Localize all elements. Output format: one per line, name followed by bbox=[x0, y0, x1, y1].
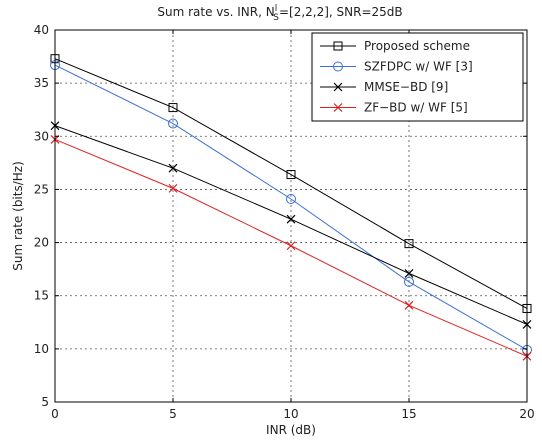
series-line bbox=[54, 58, 528, 309]
legend: Proposed scheme SZFDPC w/ WF [3] MMSE−BD [… bbox=[311, 32, 524, 122]
legend-marker bbox=[333, 103, 343, 112]
legend-entry: ZF−BD w/ WF [5] bbox=[320, 101, 468, 115]
x-tick-label: 15 bbox=[401, 407, 416, 421]
data-point bbox=[168, 163, 178, 173]
y-tick-label: 30 bbox=[34, 129, 49, 143]
data-point bbox=[404, 268, 414, 278]
chart-title: Sum rate vs. INR, Nl S=[2,2,2], SNR=25dB bbox=[157, 4, 402, 23]
legend-label: Proposed scheme bbox=[364, 39, 470, 53]
legend-label: SZFDPC w/ WF [3] bbox=[364, 60, 473, 74]
chart-title-subscript: S bbox=[273, 13, 279, 23]
y-axis-label: Sum rate (bits/Hz) bbox=[11, 161, 25, 271]
series-layer bbox=[50, 54, 532, 361]
data-point bbox=[404, 239, 414, 249]
y-tick-label: 5 bbox=[41, 395, 49, 409]
data-point bbox=[168, 103, 178, 113]
x-tick-label: 20 bbox=[519, 407, 534, 421]
y-tick-label: 15 bbox=[34, 289, 49, 303]
legend-marker bbox=[333, 41, 343, 51]
legend-label: ZF−BD w/ WF [5] bbox=[364, 101, 468, 115]
grid bbox=[55, 30, 527, 402]
data-point bbox=[168, 118, 178, 129]
legend-entry: Proposed scheme bbox=[320, 39, 470, 53]
y-tick-label: 25 bbox=[34, 182, 49, 196]
series-line bbox=[54, 64, 528, 351]
legend-box bbox=[311, 32, 524, 122]
chart-title-superscript: l bbox=[275, 4, 278, 14]
legend-entry: SZFDPC w/ WF [3] bbox=[320, 60, 473, 74]
series-1 bbox=[50, 60, 532, 355]
legend-marker bbox=[333, 61, 343, 72]
data-point bbox=[286, 170, 296, 180]
data-point bbox=[404, 300, 414, 310]
data-point bbox=[286, 193, 296, 204]
x-tick-label: 10 bbox=[283, 407, 298, 421]
y-tick-label: 40 bbox=[34, 23, 49, 37]
data-point bbox=[286, 214, 296, 224]
legend-entry: MMSE−BD [9] bbox=[320, 80, 448, 94]
y-tick-label: 10 bbox=[34, 342, 49, 356]
y-tick-label: 20 bbox=[34, 236, 49, 250]
x-tick-label: 0 bbox=[51, 407, 59, 421]
data-point bbox=[168, 183, 178, 193]
x-axis-label: INR (dB) bbox=[266, 423, 316, 437]
data-point bbox=[286, 241, 296, 251]
chart-title-suffix: =[2,2,2], SNR=25dB bbox=[279, 5, 403, 19]
y-tick-label: 35 bbox=[34, 76, 49, 90]
legend-label: MMSE−BD [9] bbox=[364, 80, 448, 94]
data-point bbox=[404, 276, 414, 287]
x-tick-label: 5 bbox=[169, 407, 177, 421]
legend-marker bbox=[333, 82, 343, 92]
